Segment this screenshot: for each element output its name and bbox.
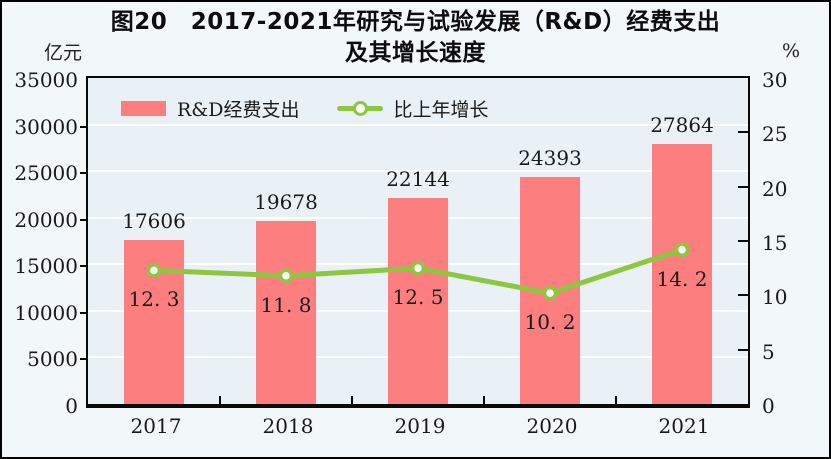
bar-value-label: 27864 (650, 113, 714, 138)
left-axis-tick (80, 358, 88, 361)
right-axis-tick-label: 15 (762, 231, 788, 255)
x-axis-tick (351, 396, 353, 404)
left-axis-tick (80, 172, 88, 175)
growth-point-marker (542, 285, 558, 301)
x-axis-label-2020: 2020 (526, 414, 578, 438)
x-axis-tick (483, 396, 485, 404)
left-axis-tick (80, 125, 88, 128)
left-axis-tick-label: 35000 (14, 68, 78, 92)
left-axis-unit-label: 亿元 (43, 42, 82, 64)
left-axis-tick-label: 10000 (14, 300, 78, 325)
x-axis-label-2017: 2017 (130, 414, 182, 438)
chart-title-line1: 图20 2017-2021年研究与试验发展（R&D）经费支出 (110, 9, 721, 35)
growth-line-series (146, 242, 690, 301)
legend-line-marker (337, 101, 384, 116)
legend-bar-swatch (121, 101, 166, 116)
growth-value-label: 12. 3 (128, 287, 180, 312)
gridline (88, 123, 748, 126)
left-axis-tick-label: 25000 (14, 161, 78, 186)
bar-value-label: 22144 (386, 166, 450, 191)
right-axis-tick (738, 131, 748, 134)
left-axis-tick-label: 15000 (14, 254, 78, 279)
x-axis-tick (615, 396, 617, 404)
right-axis-tick (738, 185, 748, 188)
gridline (88, 170, 748, 173)
right-axis-tick (738, 348, 748, 351)
left-axis-tick (80, 265, 88, 268)
x-axis-label-2018: 2018 (262, 414, 314, 438)
bar-value-label: 19678 (254, 189, 318, 214)
left-axis-tick-label: 20000 (14, 207, 78, 232)
bar-2018 (256, 220, 316, 404)
right-axis-tick-label: 0 (762, 394, 775, 418)
bar-value-label: 24393 (518, 145, 582, 170)
right-axis-tick-label: 25 (762, 122, 788, 147)
x-axis-label-2021: 2021 (658, 414, 710, 438)
right-axis-tick-label: 5 (762, 339, 775, 364)
chart-title: 图20 2017-2021年研究与试验发展（R&D）经费支出 及其增长速度 (2, 7, 829, 69)
right-axis-tick-label: 10 (762, 285, 788, 310)
bar-value-label: 17606 (122, 209, 186, 233)
left-axis-tick-label: 5000 (27, 347, 78, 372)
growth-point-marker (278, 268, 294, 284)
growth-value-label: 10. 2 (524, 310, 576, 335)
right-axis-unit-label: % (782, 40, 801, 62)
x-axis-tick (219, 396, 221, 404)
growth-value-label: 12. 5 (392, 285, 444, 310)
legend-line-label: 比上年增长 (393, 99, 489, 121)
left-axis-tick-label: 0 (65, 394, 78, 418)
right-axis-tick-label: 30 (762, 68, 788, 92)
growth-point-marker (146, 263, 162, 278)
left-axis-tick-label: 30000 (14, 114, 78, 139)
legend-line-dot-icon (352, 101, 368, 116)
left-axis-tick (80, 218, 88, 221)
legend: R&D经费支出 比上年增长 (121, 95, 488, 122)
growth-value-label: 11. 8 (260, 292, 312, 317)
growth-point-marker (674, 242, 690, 257)
chart-title-line2: 及其增长速度 (345, 40, 486, 66)
bar-2021 (652, 144, 712, 404)
right-axis-tick (738, 240, 748, 242)
left-axis-tick (80, 311, 88, 314)
growth-point-marker (410, 260, 426, 276)
legend-bar-label: R&D经费支出 (177, 99, 300, 121)
x-axis-label-2019: 2019 (394, 414, 446, 438)
growth-value-label: 14. 2 (656, 266, 708, 291)
right-axis-tick-label: 20 (762, 176, 788, 201)
bar-2019 (388, 197, 448, 404)
right-axis-tick (738, 294, 748, 297)
plot-area: R&D经费支出 比上年增长 17606 19678 22144 24393 27864 1… (86, 76, 750, 408)
